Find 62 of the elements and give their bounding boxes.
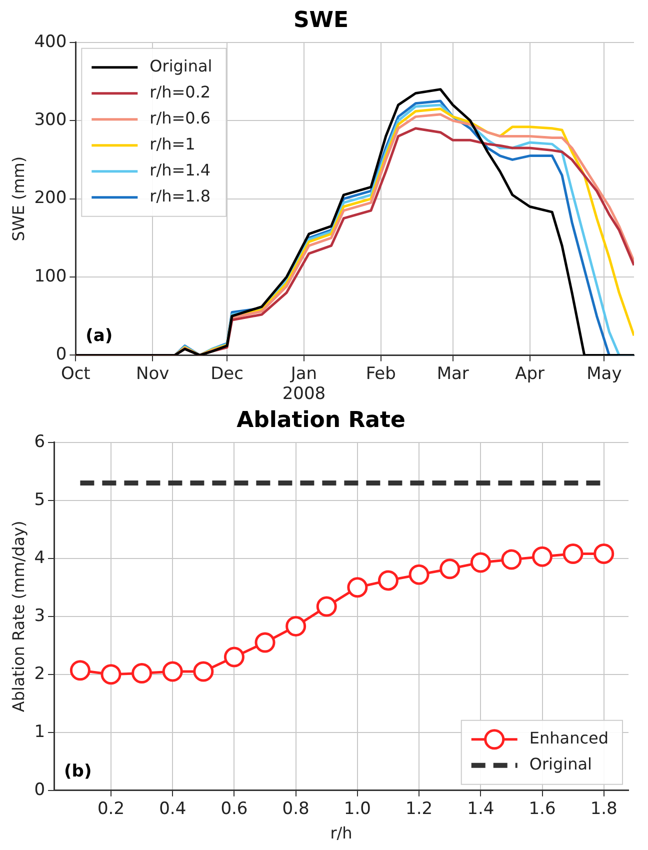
y-tick-label: 200 [34, 188, 67, 208]
chart-title: Ablation Rate [236, 408, 406, 433]
x-axis-title: r/h [330, 824, 352, 843]
legend-label: r/h=1.8 [150, 186, 211, 206]
x-tick-label: 0.6 [220, 799, 248, 820]
y-axis-title: SWE (mm) [8, 156, 28, 242]
y-tick-label: 400 [34, 32, 67, 52]
x-tick-label: 0.8 [282, 799, 310, 820]
point [316, 596, 337, 617]
annotation: (b) [64, 761, 92, 782]
point [501, 549, 522, 570]
point [224, 646, 244, 668]
annotation: (a) [86, 326, 113, 346]
y-tick-label: 3 [34, 606, 46, 626]
x-tick-label: Jan 2008 [282, 364, 326, 404]
x-tick-label: Feb [366, 364, 396, 384]
point [162, 661, 183, 682]
point [254, 632, 276, 653]
legend-label: r/h=1 [150, 134, 196, 154]
x-tick-label: 1.8 [590, 799, 618, 820]
point [70, 660, 90, 681]
point [193, 661, 214, 682]
point [440, 558, 460, 580]
y-tick-label: 5 [34, 490, 46, 510]
x-tick-label: Apr [515, 364, 544, 384]
point [470, 552, 491, 573]
y-tick-label: 0 [34, 780, 46, 800]
y-tick-label: 0 [56, 344, 67, 365]
point [286, 616, 306, 637]
y-tick-label: 4 [34, 548, 46, 568]
legend-label: r/h=1.4 [150, 160, 211, 180]
y-tick-label: 100 [34, 266, 67, 286]
x-tick-label: 0.2 [97, 799, 125, 820]
y-tick-label: 1 [34, 722, 46, 742]
x-tick-label: Oct [60, 364, 91, 384]
x-tick-label: Nov [136, 364, 170, 384]
legend-label: Enhanced [529, 728, 609, 748]
chart-title: SWE [293, 8, 349, 33]
x-tick-label: 0.4 [159, 799, 186, 820]
point [132, 662, 152, 684]
legend-label: Original [150, 56, 212, 76]
y-tick-label: 6 [34, 432, 46, 452]
y-tick-label: 2 [34, 664, 46, 684]
x-tick-label: 1.6 [528, 799, 556, 820]
x-tick-label: 1.4 [467, 799, 494, 820]
point [347, 577, 368, 598]
x-tick-label: May [586, 364, 622, 384]
point [594, 544, 614, 564]
point [532, 546, 552, 567]
point [100, 664, 122, 685]
point [562, 544, 584, 564]
y-axis-title: Ablation Rate (mm/day) [8, 520, 28, 712]
legend-label: Original [529, 754, 592, 774]
y-tick-label: 300 [34, 110, 67, 130]
legend-label: r/h=0.2 [150, 82, 211, 102]
x-tick-label: Dec [210, 364, 244, 384]
point [378, 570, 398, 591]
legend-label: r/h=0.6 [150, 108, 211, 128]
point [408, 564, 430, 585]
x-tick-label: Mar [436, 364, 469, 384]
x-tick-label: 1.0 [344, 799, 371, 820]
x-tick-label: 1.2 [406, 799, 433, 820]
